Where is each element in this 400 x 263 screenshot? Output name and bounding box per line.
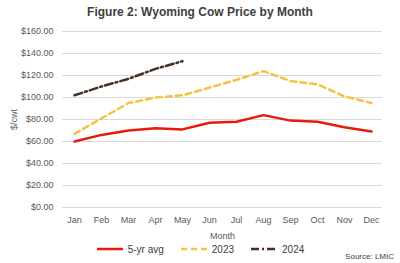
- svg-text:Apr: Apr: [148, 215, 162, 225]
- svg-text:Jul: Jul: [231, 215, 243, 225]
- html-text:2024: 2024: [282, 243, 305, 255]
- html-text:5-yr avg: 5-yr avg: [127, 243, 164, 255]
- svg-text:$160.00: $160.00: [21, 26, 54, 36]
- svg-text:$40.00: $40.00: [26, 158, 54, 168]
- html-text:2023: 2023: [211, 243, 235, 255]
- html-text:Source: LMIC: Source: LMIC: [345, 252, 394, 261]
- svg-text:$20.00: $20.00: [26, 180, 54, 190]
- svg-text:Aug: Aug: [255, 215, 271, 225]
- svg-text:$140.00: $140.00: [21, 48, 54, 58]
- svg-text:May: May: [174, 215, 192, 225]
- svg-text:Feb: Feb: [94, 215, 110, 225]
- svg-text:$60.00: $60.00: [26, 136, 54, 146]
- svg-text:$80.00: $80.00: [26, 114, 54, 124]
- svg-text:Oct: Oct: [310, 215, 325, 225]
- svg-text:$120.00: $120.00: [21, 70, 54, 80]
- svg-text:Month: Month: [210, 231, 235, 241]
- svg-text:Sep: Sep: [282, 215, 298, 225]
- svg-text:Dec: Dec: [363, 215, 380, 225]
- svg-text:$0.00: $0.00: [31, 202, 54, 212]
- svg-text:$100.00: $100.00: [21, 92, 54, 102]
- svg-text:Mar: Mar: [121, 215, 137, 225]
- html-text:Figure 2: Wyoming Cow Price by: Figure 2: Wyoming Cow Price by Month: [87, 5, 313, 19]
- svg-text:Nov: Nov: [336, 215, 353, 225]
- svg-text:Jun: Jun: [202, 215, 217, 225]
- svg-text:Jan: Jan: [67, 215, 82, 225]
- svg-text:$/cwt: $/cwt: [9, 109, 19, 131]
